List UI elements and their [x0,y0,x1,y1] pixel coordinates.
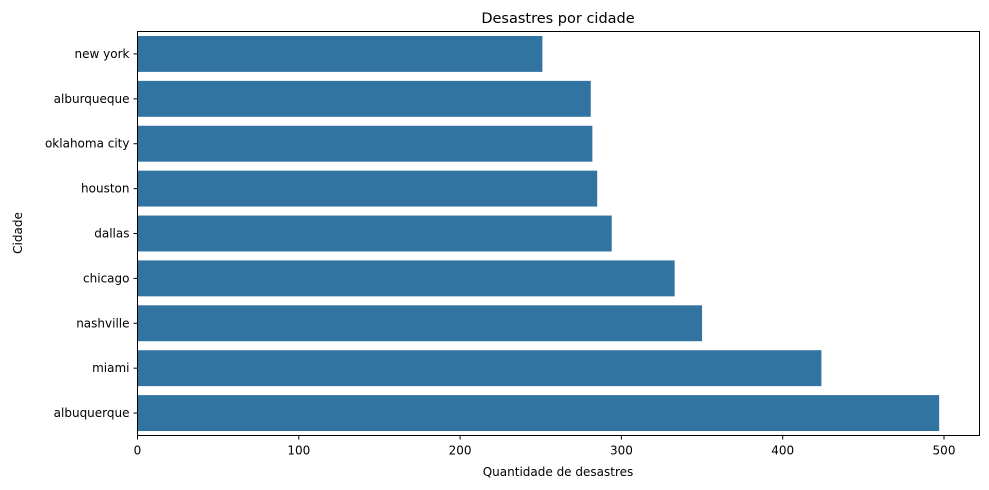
bar-new-york [137,35,543,72]
y-tick-label: alburqueque [54,92,130,106]
y-tick-label: nashville [76,316,129,330]
x-tick-label: 200 [449,444,472,458]
bars-group [137,35,940,432]
bar-alburqueque [137,80,591,117]
bar-oklahoma-city [137,125,593,162]
bar-chicago [137,260,675,297]
bar-albuquerque [137,395,940,432]
y-tick-label: dallas [94,227,129,241]
plot-frame [137,31,980,436]
bar-nashville [137,305,703,342]
y-tick-label: albuquerque [54,406,130,420]
y-tick-label: chicago [83,271,129,285]
y-tick-label: oklahoma city [45,137,130,151]
chart-title: Desastres por cidade [481,11,634,27]
bar-dallas [137,215,612,252]
y-axis-title: Cidade [11,212,25,254]
bar-miami [137,350,822,387]
y-tick-label: houston [81,182,129,196]
y-tick-label: new york [75,47,130,61]
x-tick-label: 500 [933,444,956,458]
y-tick-labels: new york alburqueque oklahoma city houston d… [45,47,138,420]
y-tick-label: miami [92,361,129,375]
x-tick-label: 100 [287,444,310,458]
x-tick-label: 300 [610,444,633,458]
x-tick-label: 400 [771,444,794,458]
bar-houston [137,170,598,207]
x-tick-label: 0 [134,444,142,458]
x-axis-title: Quantidade de desastres [483,465,634,479]
x-ticks: 0 100 200 300 400 500 [134,435,956,458]
